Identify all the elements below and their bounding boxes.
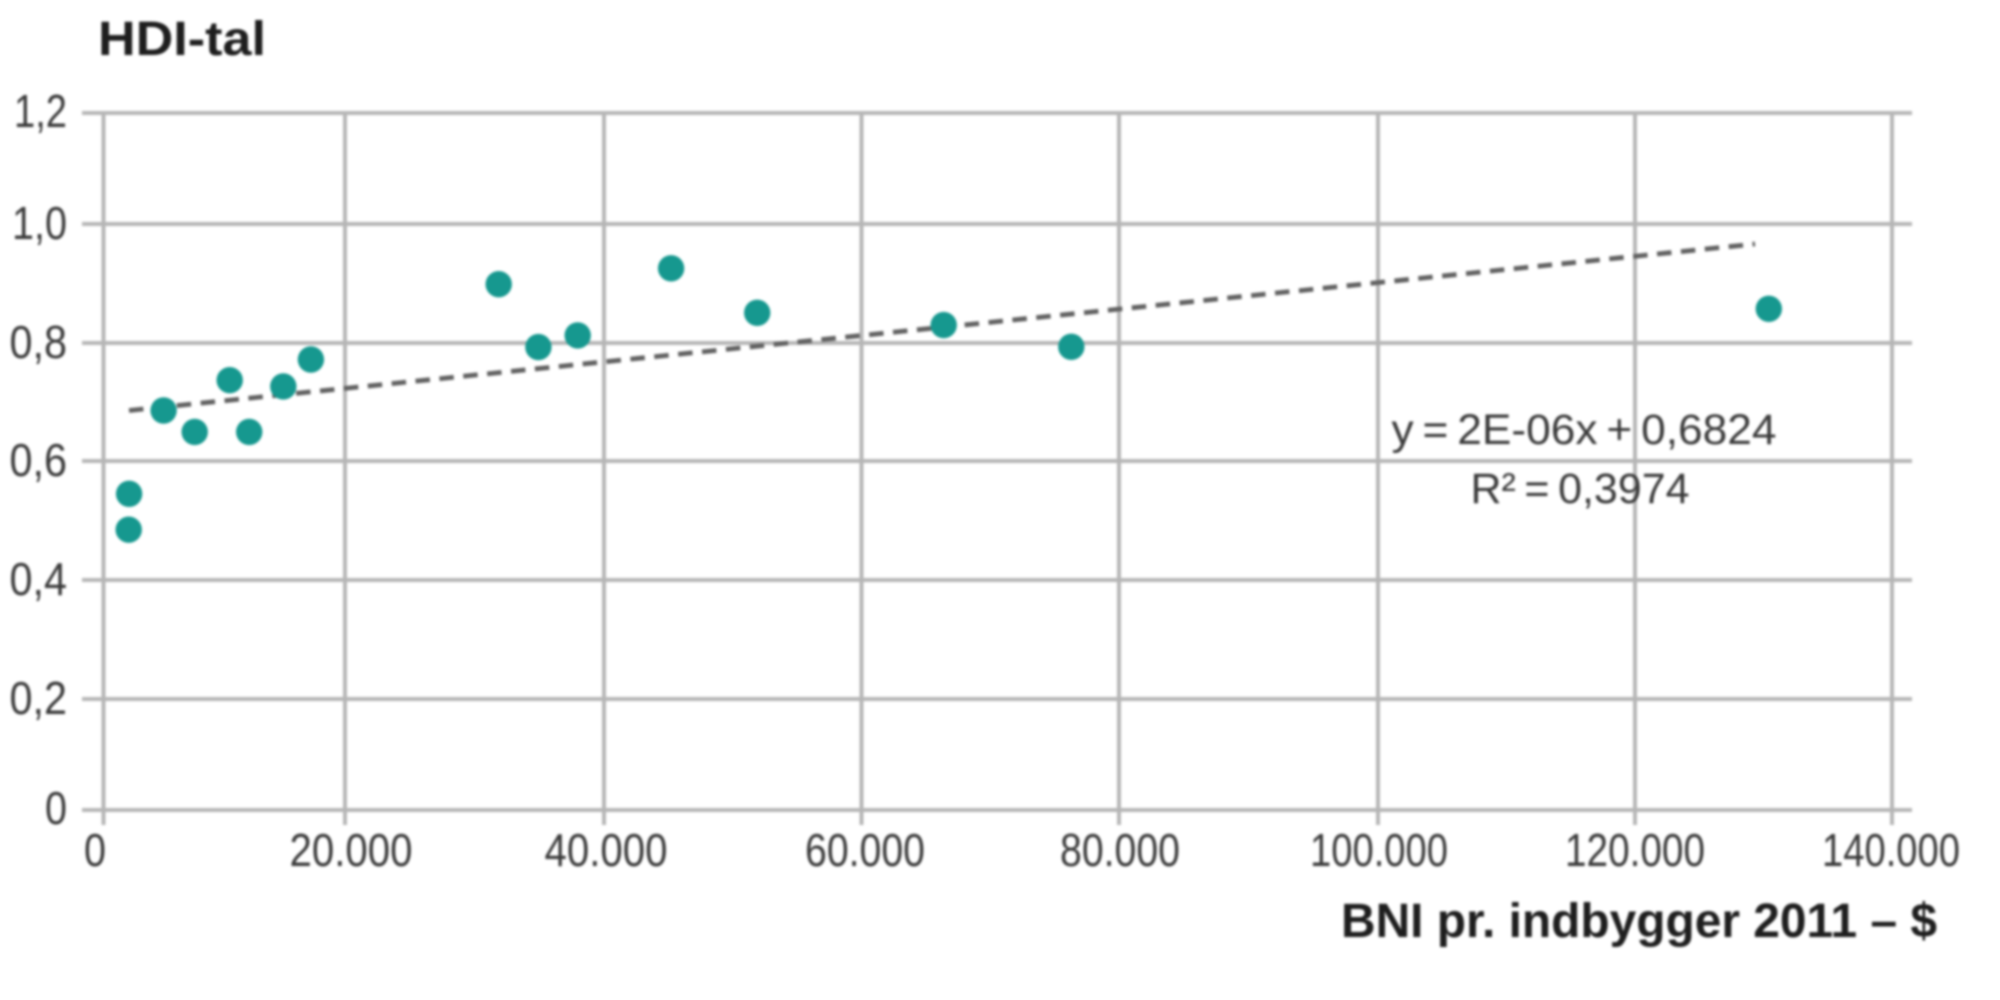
svg-text:140.000: 140.000	[1822, 824, 1960, 876]
svg-text:0,4: 0,4	[10, 553, 68, 605]
svg-text:1,0: 1,0	[12, 197, 67, 249]
svg-text:20.000: 20.000	[290, 824, 413, 876]
svg-text:0: 0	[84, 824, 106, 876]
svg-text:1,2: 1,2	[14, 85, 67, 137]
svg-text:HDI-tal: HDI-tal	[98, 13, 266, 66]
svg-text:y = 2E-06x + 0,6824: y = 2E-06x + 0,6824	[1392, 406, 1777, 454]
svg-text:BNI pr. indbygger 2011 – $: BNI pr. indbygger 2011 – $	[1341, 895, 1937, 948]
svg-text:0,8: 0,8	[10, 316, 68, 368]
svg-text:80.000: 80.000	[1060, 824, 1180, 876]
svg-text:100.000: 100.000	[1310, 824, 1448, 876]
svg-text:R² = 0,3974: R² = 0,3974	[1471, 465, 1690, 513]
svg-text:60.000: 60.000	[805, 824, 925, 876]
svg-text:120.000: 120.000	[1565, 824, 1705, 876]
svg-text:40.000: 40.000	[545, 824, 668, 876]
svg-text:0,6: 0,6	[10, 434, 68, 486]
svg-text:0: 0	[45, 782, 67, 834]
svg-text:0,2: 0,2	[10, 672, 68, 724]
